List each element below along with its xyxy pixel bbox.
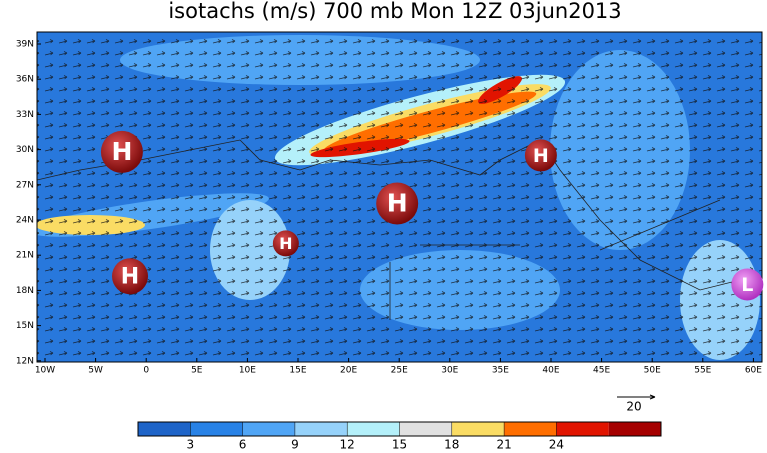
lat-label: 12N (16, 356, 34, 366)
pressure-center (376, 182, 419, 225)
vector-reference-label: 20 (626, 400, 641, 414)
pressure-center (272, 230, 299, 257)
pressure-center (731, 268, 764, 301)
lat-label: 27N (16, 180, 34, 190)
lon-label: 10E (239, 366, 256, 376)
lon-label: 0 (143, 366, 149, 376)
colorbar-segment (294, 422, 348, 436)
lat-label: 39N (16, 40, 34, 50)
colorbar-label: 21 (496, 438, 511, 452)
pressure-center-label: H (387, 189, 408, 218)
lon-label: 45E (593, 366, 610, 376)
lon-label: 55E (694, 366, 711, 376)
lon-label: 50E (644, 366, 661, 376)
lat-label: 36N (16, 75, 34, 85)
colorbar-label: 15 (392, 438, 407, 452)
colorbar-segment (347, 422, 400, 436)
colorbar-segment (504, 422, 557, 436)
lon-label: 40E (542, 366, 559, 376)
lat-label: 30N (16, 145, 34, 155)
lon-label: 5E (191, 366, 203, 376)
colorbar-segment (399, 422, 452, 436)
colorbar-segment (190, 422, 243, 436)
pressure-center-label: L (741, 274, 753, 296)
lon-label: 10W (35, 366, 55, 376)
lat-label: 15N (16, 321, 34, 331)
isotach-field (37, 32, 762, 362)
title: isotachs (m/s) 700 mb Mon 12Z 03jun2013 (168, 0, 621, 23)
pressure-center-label: H (279, 234, 292, 253)
colorbar-label: 3 (186, 438, 194, 452)
pressure-center (524, 139, 557, 172)
lat-label: 24N (16, 216, 34, 226)
colorbar-label: 6 (239, 438, 247, 452)
colorbar-label: 12 (340, 438, 355, 452)
lat-label: 18N (16, 286, 34, 296)
lat-label: 33N (16, 110, 34, 120)
lon-label: 25E (391, 366, 408, 376)
lon-label: 60E (745, 366, 762, 376)
lon-label: 20E (340, 366, 357, 376)
lon-label: 15E (289, 366, 306, 376)
lat-label: 21N (16, 251, 34, 261)
colorbar-label: 24 (549, 438, 564, 452)
colorbar-segment (608, 422, 661, 436)
pressure-center-label: H (121, 264, 139, 289)
lon-label: 30E (441, 366, 458, 376)
colorbar-label: 18 (444, 438, 459, 452)
pressure-center-label: H (111, 137, 132, 166)
lon-label: 35E (492, 366, 509, 376)
lon-label: 5W (88, 366, 103, 376)
pressure-center (100, 130, 143, 173)
colorbar-label: 9 (291, 438, 299, 452)
colorbar-segment (556, 422, 609, 436)
colorbar-segment (242, 422, 295, 436)
vector-reference-head (649, 394, 656, 400)
pressure-center (112, 258, 149, 295)
colorbar-segment (138, 422, 191, 436)
pressure-center-label: H (533, 145, 549, 167)
colorbar-segment (451, 422, 505, 436)
